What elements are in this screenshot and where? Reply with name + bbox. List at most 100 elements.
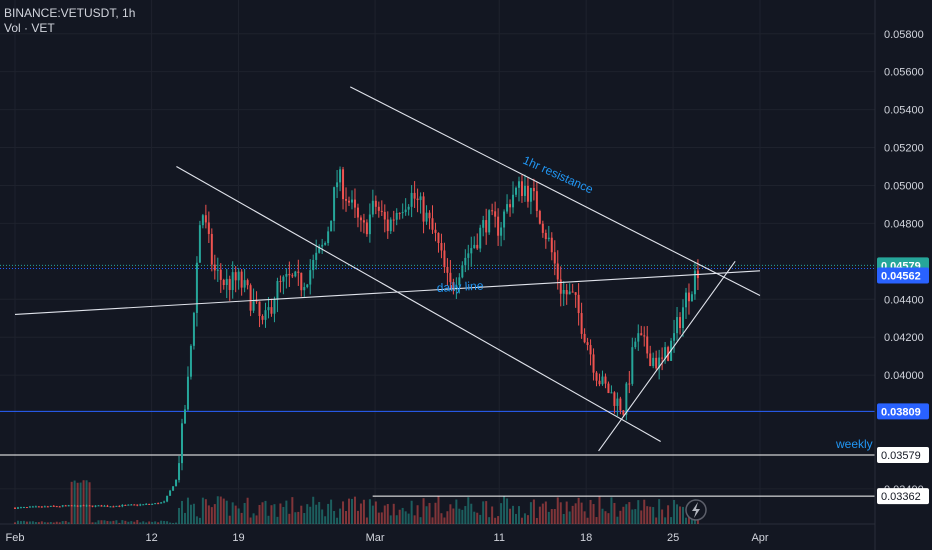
candle-body bbox=[661, 357, 664, 359]
volume-bar bbox=[479, 514, 482, 524]
candle-body bbox=[410, 192, 413, 207]
volume-bar bbox=[404, 511, 407, 524]
candle-body bbox=[679, 317, 682, 329]
volume-bar bbox=[112, 520, 115, 524]
candle-body bbox=[571, 291, 574, 293]
volume-bar bbox=[640, 510, 643, 524]
candle-body bbox=[476, 244, 479, 249]
candle-body bbox=[160, 502, 163, 504]
candle-body bbox=[282, 276, 285, 282]
volume-bar bbox=[204, 499, 207, 524]
volume-bar bbox=[485, 501, 488, 524]
candle-body bbox=[550, 237, 553, 253]
candle-body bbox=[112, 506, 115, 508]
volume-bar bbox=[520, 517, 523, 524]
trendline bbox=[176, 166, 661, 442]
volume-bar bbox=[169, 522, 172, 524]
candle-body bbox=[43, 506, 46, 508]
candle-body bbox=[577, 294, 580, 314]
candle-body bbox=[592, 354, 595, 373]
candle-body bbox=[103, 505, 106, 507]
candle-body bbox=[14, 507, 16, 509]
candle-body bbox=[219, 269, 222, 280]
volume-bar bbox=[333, 510, 336, 524]
price-tag-value: 0.03579 bbox=[881, 450, 921, 462]
volume-bar bbox=[210, 507, 213, 524]
symbol-title[interactable]: BINANCE:VETUSDT, 1h bbox=[4, 6, 136, 20]
volume-bar bbox=[595, 517, 598, 524]
volume-bar bbox=[303, 513, 306, 524]
candle-body bbox=[401, 212, 404, 214]
volume-bar bbox=[76, 482, 79, 524]
candle-body bbox=[342, 169, 345, 200]
volume-bar bbox=[309, 506, 312, 524]
candle-body bbox=[121, 504, 124, 507]
volume-bar bbox=[664, 517, 667, 524]
candle-body bbox=[643, 335, 646, 337]
candle-body bbox=[321, 244, 324, 247]
volume-bar bbox=[67, 522, 70, 524]
volume-indicator-label[interactable]: Vol · VET bbox=[4, 21, 55, 35]
candle-body bbox=[446, 267, 449, 273]
candle-body bbox=[348, 200, 351, 203]
volume-bar bbox=[598, 496, 601, 524]
volume-bar bbox=[464, 506, 467, 524]
time-tick-label: Feb bbox=[6, 532, 25, 544]
candle-body bbox=[276, 281, 279, 300]
candle-body bbox=[517, 181, 520, 188]
candle-body bbox=[464, 257, 467, 266]
candle-body bbox=[312, 259, 315, 271]
trendline bbox=[14, 270, 761, 315]
candle-body bbox=[631, 347, 634, 384]
volume-bar bbox=[345, 511, 348, 524]
candle-body bbox=[204, 215, 207, 223]
volume-bar bbox=[601, 508, 604, 524]
candle-body bbox=[267, 307, 270, 311]
volume-bar bbox=[392, 503, 395, 524]
candle-body bbox=[461, 265, 464, 278]
volume-bar bbox=[195, 516, 198, 524]
volume-bar bbox=[348, 498, 351, 524]
volume-bar bbox=[25, 521, 28, 524]
volume-bar bbox=[667, 505, 670, 524]
time-tick-label: 25 bbox=[667, 532, 679, 544]
volume-bar bbox=[673, 499, 676, 524]
volume-bar bbox=[183, 512, 186, 524]
candle-body bbox=[16, 507, 19, 509]
time-axis[interactable]: Feb 12 19 Mar 11 18 25 Apr bbox=[6, 532, 769, 544]
candle-body bbox=[544, 232, 547, 240]
volume-bar bbox=[497, 516, 500, 524]
candle-body bbox=[673, 333, 676, 341]
volume-bar bbox=[213, 504, 216, 524]
candle-body bbox=[85, 505, 88, 507]
trendlines[interactable] bbox=[14, 86, 761, 452]
candle-body bbox=[506, 204, 509, 212]
replay-button[interactable] bbox=[685, 499, 707, 521]
price-tick-label: 0.05400 bbox=[884, 105, 924, 117]
volume-bar bbox=[79, 482, 82, 524]
price-tick-label: 0.05600 bbox=[884, 67, 924, 79]
volume-bar bbox=[154, 521, 157, 524]
candle-body bbox=[186, 376, 189, 410]
candle-body bbox=[318, 246, 321, 253]
volume-bar bbox=[461, 509, 464, 524]
candle-body bbox=[330, 220, 333, 232]
candle-body bbox=[649, 353, 652, 367]
volume-bar bbox=[318, 502, 321, 524]
volume-bar bbox=[470, 503, 473, 524]
candle-body bbox=[139, 504, 142, 506]
volume-bar bbox=[70, 481, 73, 524]
volume-bar bbox=[243, 502, 246, 524]
candle-body bbox=[682, 307, 685, 329]
volume-bar bbox=[661, 509, 664, 524]
candle-body bbox=[327, 231, 330, 244]
volume-bar bbox=[258, 504, 261, 524]
candle-body bbox=[428, 212, 431, 219]
candle-body bbox=[243, 280, 246, 288]
volume-bar bbox=[151, 521, 154, 524]
volume-bar bbox=[449, 504, 452, 524]
candle-body bbox=[467, 253, 470, 258]
candle-body bbox=[246, 280, 249, 286]
volume-bar bbox=[356, 510, 359, 524]
